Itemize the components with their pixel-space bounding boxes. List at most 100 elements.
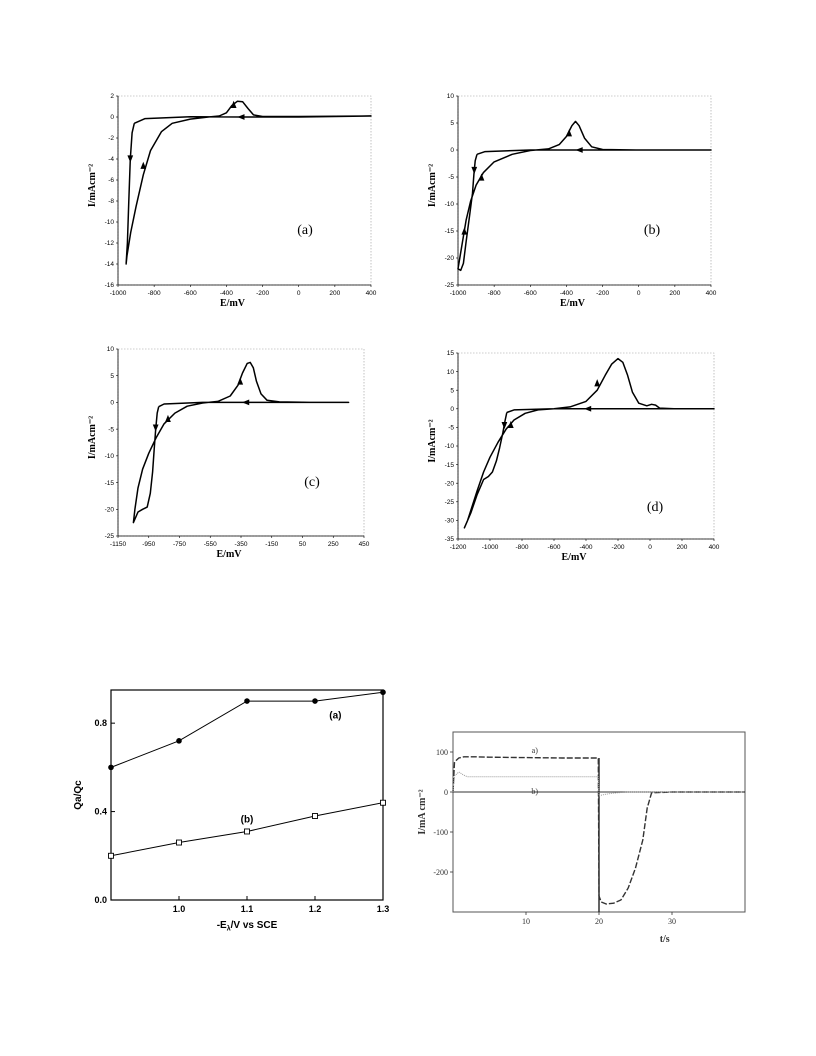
x-tick-label: -750 bbox=[173, 541, 186, 548]
voltammogram-curve bbox=[463, 357, 715, 529]
y-tick-label: 0 bbox=[450, 147, 454, 154]
y-tick-label: -10 bbox=[105, 219, 115, 226]
x-axis-label: t/s bbox=[660, 934, 670, 945]
data-point bbox=[176, 738, 182, 744]
x-tick-label: -150 bbox=[265, 541, 278, 548]
y-tick-label: -2 bbox=[108, 135, 114, 142]
y-tick-label: -5 bbox=[108, 426, 114, 433]
curve-direction-arrow bbox=[140, 161, 147, 169]
curve-direction-arrow bbox=[152, 424, 159, 432]
y-axis-label: I/mAcm⁻² bbox=[427, 164, 438, 207]
x-axis-label: E/mV bbox=[217, 549, 243, 560]
y-tick-label: 100 bbox=[436, 748, 448, 757]
x-tick-label: -350 bbox=[234, 541, 247, 548]
y-tick-label: -25 bbox=[445, 499, 455, 506]
y-axis-label: I/mAcm⁻² bbox=[87, 164, 98, 207]
curve-direction-arrow bbox=[594, 379, 601, 387]
curve-direction-arrow bbox=[165, 414, 171, 423]
x-tick-label: -1000 bbox=[110, 290, 127, 297]
curve-direction-arrow bbox=[566, 129, 573, 137]
x-tick-label: 200 bbox=[669, 290, 680, 297]
curve-direction-arrow bbox=[507, 420, 514, 429]
curve-direction-arrow bbox=[237, 114, 245, 120]
x-tick-label: 10 bbox=[522, 917, 530, 926]
panel-label: (b) bbox=[644, 223, 661, 238]
series-label: a) bbox=[532, 746, 539, 755]
x-tick-label: 0 bbox=[648, 544, 652, 551]
plot-frame bbox=[117, 95, 372, 286]
x-tick-label: -400 bbox=[220, 290, 233, 297]
x-axis-label: E/mV bbox=[560, 298, 586, 309]
data-point bbox=[244, 698, 250, 704]
x-tick-label: -1000 bbox=[482, 544, 499, 551]
x-axis-label-part: /V vs SCE bbox=[231, 920, 278, 931]
charge-ratio-plot: 0.0 0.4 0.8 1.0 1.1 1.2 1.3 (a) (b) -Eλ/V vs SCE Q… bbox=[73, 689, 389, 933]
data-point bbox=[312, 698, 318, 704]
curve-direction-arrow bbox=[471, 166, 478, 175]
x-tick-label: 30 bbox=[668, 917, 676, 926]
x-tick-label: -200 bbox=[611, 544, 624, 551]
y-axis-label: Qa/Qc bbox=[73, 780, 84, 810]
x-tick-label: 1.0 bbox=[173, 904, 186, 914]
x-tick-label: 1.1 bbox=[241, 904, 254, 914]
data-point bbox=[176, 839, 182, 846]
y-tick-label: 0 bbox=[110, 400, 114, 407]
panel-label: (a) bbox=[297, 223, 313, 238]
data-point bbox=[108, 852, 114, 859]
y-tick-label: -8 bbox=[108, 198, 114, 205]
y-tick-label: 0.4 bbox=[94, 807, 107, 817]
x-tick-label: 250 bbox=[328, 541, 339, 548]
curve-direction-arrow bbox=[478, 173, 485, 181]
x-tick-label: 400 bbox=[706, 290, 717, 297]
y-axis-label: I/mAcm⁻² bbox=[87, 416, 98, 459]
y-tick-label: 2 bbox=[110, 93, 114, 100]
y-tick-label: -15 bbox=[445, 228, 455, 235]
y-tick-label: -10 bbox=[445, 201, 455, 208]
x-tick-label: -800 bbox=[515, 544, 528, 551]
y-tick-label: 5 bbox=[110, 373, 114, 380]
data-point bbox=[380, 799, 386, 806]
x-tick-label: -1150 bbox=[110, 541, 127, 548]
series-label: (b) bbox=[241, 815, 254, 826]
x-tick-label: -600 bbox=[547, 544, 560, 551]
y-tick-label: -25 bbox=[105, 533, 115, 540]
x-axis-label-part: -E bbox=[217, 920, 227, 931]
y-tick-label: -30 bbox=[445, 518, 455, 525]
x-tick-label: -400 bbox=[579, 544, 592, 551]
x-axis-label-subscript: λ bbox=[227, 925, 231, 933]
x-tick-label: -1200 bbox=[450, 544, 467, 551]
x-tick-label: -800 bbox=[148, 290, 161, 297]
data-point bbox=[244, 828, 250, 835]
y-tick-label: 0 bbox=[444, 788, 448, 797]
curve-direction-arrow bbox=[237, 377, 244, 385]
curve-direction-arrow bbox=[501, 421, 508, 430]
voltammogram-curve bbox=[125, 100, 372, 265]
y-tick-label: -15 bbox=[445, 462, 455, 469]
curve-direction-arrow bbox=[584, 405, 592, 412]
curve-direction-arrow bbox=[127, 155, 134, 163]
x-axis-label: -Eλ/V vs SCE bbox=[217, 920, 278, 933]
plot-frame bbox=[457, 95, 712, 286]
y-tick-label: -200 bbox=[433, 868, 448, 877]
y-tick-label: 15 bbox=[447, 350, 455, 357]
curve-direction-arrow bbox=[575, 147, 583, 153]
x-tick-label: -950 bbox=[142, 541, 155, 548]
x-tick-label: -400 bbox=[560, 290, 573, 297]
series-line bbox=[452, 771, 745, 797]
y-tick-label: -4 bbox=[108, 156, 114, 163]
plot-frame bbox=[110, 689, 384, 901]
y-tick-label: -5 bbox=[448, 425, 454, 432]
voltammogram-curve bbox=[457, 120, 712, 272]
x-tick-label: 200 bbox=[329, 290, 340, 297]
panel-label: (d) bbox=[647, 500, 664, 515]
x-tick-label: 20 bbox=[595, 917, 603, 926]
y-tick-label: 0 bbox=[110, 114, 114, 121]
x-tick-label: 1.2 bbox=[309, 904, 322, 914]
data-point bbox=[312, 813, 318, 819]
x-axis-label: E/mV bbox=[562, 552, 588, 563]
curve-direction-arrow bbox=[242, 399, 250, 406]
y-tick-label: -14 bbox=[105, 261, 115, 268]
y-tick-label: -25 bbox=[445, 282, 455, 289]
